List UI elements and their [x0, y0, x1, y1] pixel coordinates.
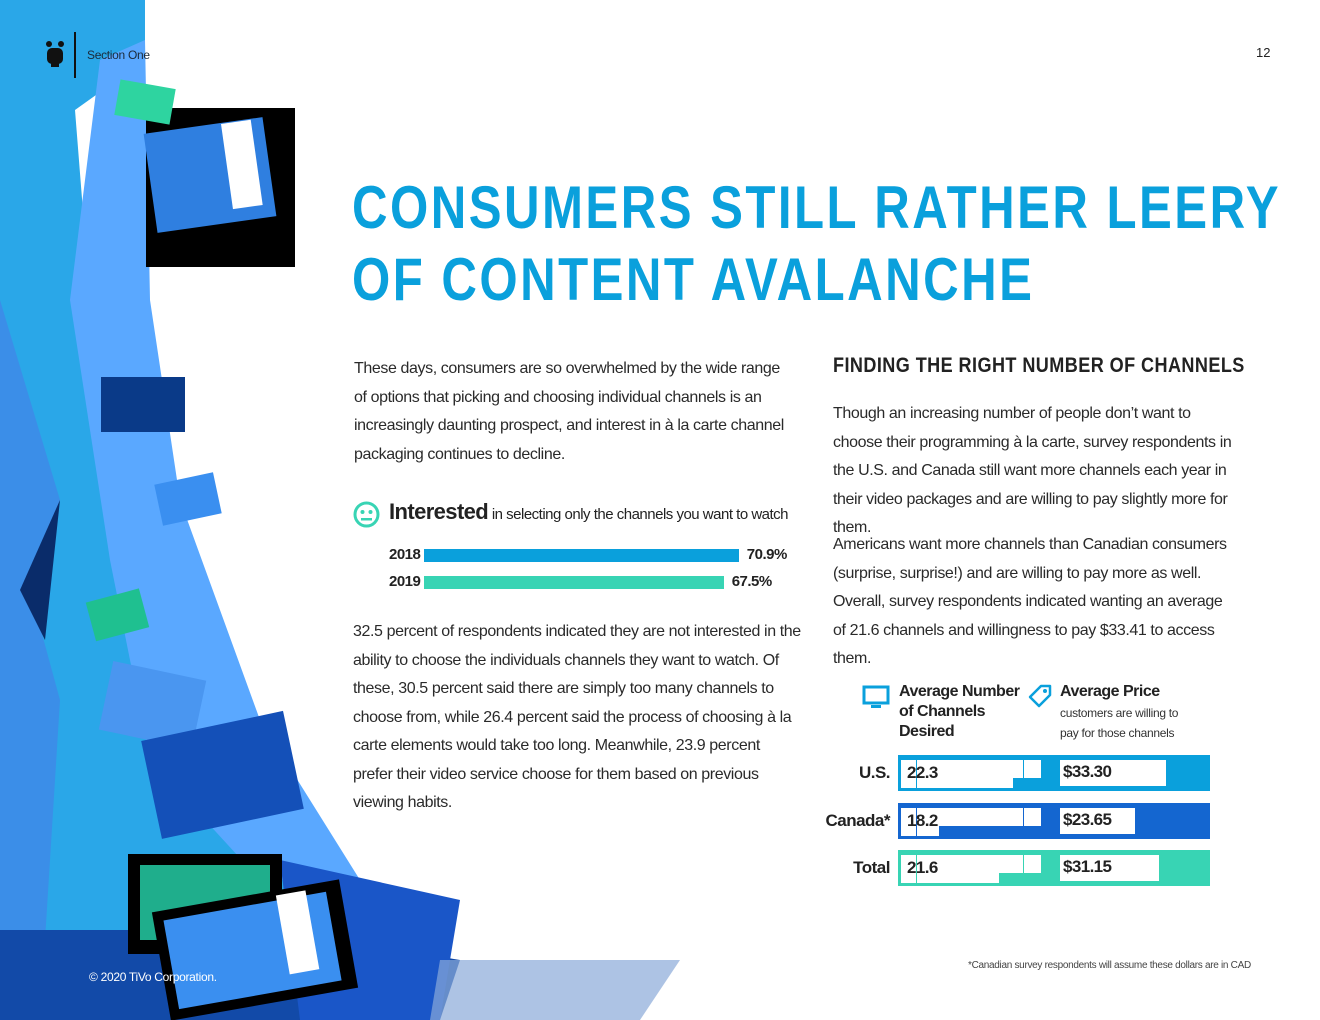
channels-value: 22.3: [907, 763, 938, 782]
footnote: *Canadian survey respondents will assume…: [968, 960, 1251, 971]
price-value: $31.15: [1063, 857, 1112, 876]
bar-category-label: 2019: [389, 573, 421, 590]
price-bar: [1060, 760, 1166, 786]
bar-2018: [424, 549, 739, 562]
channels-tick: [916, 855, 917, 883]
interest-chart-title: Interested in selecting only the channel…: [389, 499, 789, 525]
price-column-subtitle: customers are willing to pay for those c…: [1060, 706, 1179, 740]
bar-category-label: 2018: [389, 546, 421, 563]
channels-value: 21.6: [907, 858, 938, 877]
channels-tick: [1023, 808, 1024, 826]
price-bar: [1060, 855, 1160, 881]
interest-bold: Interested: [389, 499, 489, 524]
price-value: $33.30: [1063, 762, 1112, 781]
channels-box: [901, 808, 1041, 826]
channels-box-lower: [901, 823, 939, 836]
header-divider: [74, 32, 76, 78]
tivo-logo-icon: [45, 40, 65, 68]
interest-rest: in selecting only the channels you want …: [488, 506, 789, 523]
price-bar: [1060, 808, 1136, 834]
channels-tick: [1023, 855, 1024, 873]
page-title: CONSUMERS STILL RATHER LEERY OF CONTENT …: [352, 172, 1281, 316]
price-value: $23.65: [1063, 810, 1112, 829]
right-paragraph-2: Americans want more channels than Canadi…: [833, 536, 1227, 667]
bar-value-label: 70.9%: [746, 546, 788, 563]
copyright: © 2020 TiVo Corporation.: [89, 970, 217, 984]
channels-box: [901, 855, 1041, 873]
channels-tick: [916, 808, 917, 836]
title-line: OF CONTENT AVALANCHE: [352, 246, 1035, 313]
intro-paragraph: These days, consumers are so overwhelmed…: [354, 360, 784, 463]
body-paragraph: 32.5 percent of respondents indicated th…: [353, 623, 801, 811]
channels-box-lower: [901, 775, 1013, 788]
page-number: 12: [1256, 45, 1271, 60]
channels-tick: [1023, 760, 1024, 778]
channels-column-title: Average Number of Channels Desired: [899, 683, 1020, 740]
price-column-title: Average Price: [1060, 683, 1160, 700]
price-tag-icon: [1027, 683, 1053, 714]
channels-value: 18.2: [907, 811, 938, 830]
channels-tick: [916, 760, 917, 788]
title-line: CONSUMERS STILL RATHER LEERY: [352, 174, 1282, 241]
channels-box-lower: [901, 870, 999, 883]
channels-box: [901, 760, 1041, 778]
section-heading: FINDING THE RIGHT NUMBER OF CHANNELS: [833, 354, 1245, 377]
row-label: U.S.: [858, 763, 891, 782]
bar-2019: [424, 576, 724, 589]
tv-icon: [862, 685, 890, 714]
neutral-face-icon: [353, 501, 380, 533]
decorative-background: [0, 0, 680, 1020]
section-label: Section One: [87, 48, 150, 62]
row-label: Canada*: [825, 811, 890, 830]
row-label: Total: [853, 858, 890, 877]
bar-value-label: 67.5%: [731, 573, 773, 590]
right-paragraph-1: Though an increasing number of people do…: [833, 405, 1232, 536]
